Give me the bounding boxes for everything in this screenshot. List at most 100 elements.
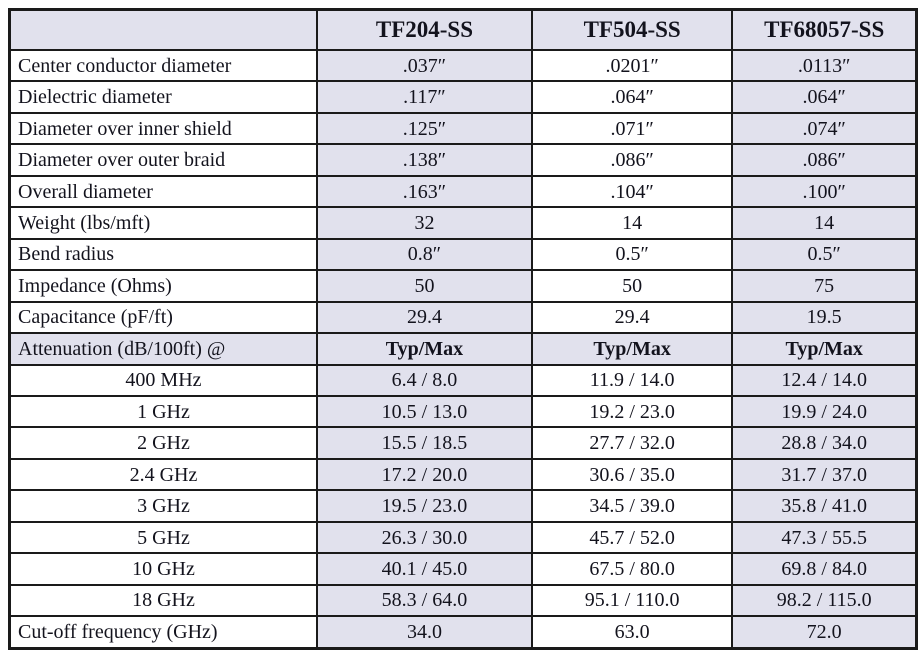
- cell: 40.1 / 45.0: [315, 552, 533, 586]
- attenuation-header-row: Attenuation (dB/100ft) @ Typ/Max Typ/Max…: [8, 332, 918, 366]
- cell: .086″: [731, 143, 918, 177]
- cell: 0.5″: [731, 237, 918, 272]
- cell: 29.4: [315, 300, 533, 335]
- cell: .117″: [315, 80, 533, 114]
- cell: 27.7 / 32.0: [530, 426, 734, 460]
- table-row: 400 MHz 6.4 / 8.0 11.9 / 14.0 12.4 / 14.…: [8, 363, 918, 397]
- table-row: 10 GHz 40.1 / 45.0 67.5 / 80.0 69.8 / 84…: [8, 552, 918, 586]
- cell: .064″: [530, 80, 734, 114]
- cell: .071″: [530, 111, 734, 146]
- row-label: Diameter over inner shield: [8, 111, 318, 146]
- cell: 19.5 / 23.0: [315, 489, 533, 523]
- row-label: Dielectric diameter: [8, 80, 318, 114]
- table-row: Center conductor diameter .037″ .0201″ .…: [8, 48, 918, 83]
- column-header-tf68057: TF68057-SS: [731, 8, 918, 51]
- cell: 50: [530, 269, 734, 303]
- row-label: Overall diameter: [8, 174, 318, 209]
- row-label: Capacitance (pF/ft): [8, 300, 318, 335]
- cell: .037″: [315, 48, 533, 83]
- row-label: Center conductor diameter: [8, 48, 318, 83]
- cell: 17.2 / 20.0: [315, 457, 533, 492]
- cell: 47.3 / 55.5: [731, 520, 918, 555]
- table-row: Impedance (Ohms) 50 50 75: [8, 269, 918, 303]
- cell: 28.8 / 34.0: [731, 426, 918, 460]
- cell: 19.5: [731, 300, 918, 335]
- cell: 50: [315, 269, 533, 303]
- table-row: 2 GHz 15.5 / 18.5 27.7 / 32.0 28.8 / 34.…: [8, 426, 918, 460]
- typ-max-header: Typ/Max: [315, 332, 533, 366]
- column-header-tf204: TF204-SS: [315, 8, 533, 51]
- cell: 30.6 / 35.0: [530, 457, 734, 492]
- frequency-label: 2.4 GHz: [8, 457, 318, 492]
- cell: 12.4 / 14.0: [731, 363, 918, 397]
- cell: 34.0: [315, 615, 533, 650]
- typ-max-header: Typ/Max: [530, 332, 734, 366]
- frequency-label: 5 GHz: [8, 520, 318, 555]
- cell: 0.8″: [315, 237, 533, 272]
- frequency-label: 2 GHz: [8, 426, 318, 460]
- frequency-label: 18 GHz: [8, 583, 318, 618]
- cell: .104″: [530, 174, 734, 209]
- cell: 10.5 / 13.0: [315, 394, 533, 429]
- row-label: Cut-off frequency (GHz): [8, 615, 318, 650]
- table-row: Diameter over outer braid .138″ .086″ .0…: [8, 143, 918, 177]
- column-header-tf504: TF504-SS: [530, 8, 734, 51]
- cell: 34.5 / 39.0: [530, 489, 734, 523]
- cutoff-row: Cut-off frequency (GHz) 34.0 63.0 72.0: [8, 615, 918, 650]
- table-row: 1 GHz 10.5 / 13.0 19.2 / 23.0 19.9 / 24.…: [8, 394, 918, 429]
- table-row: Capacitance (pF/ft) 29.4 29.4 19.5: [8, 300, 918, 335]
- cell: .064″: [731, 80, 918, 114]
- cell: 58.3 / 64.0: [315, 583, 533, 618]
- cell: .125″: [315, 111, 533, 146]
- cell: .138″: [315, 143, 533, 177]
- cell: 35.8 / 41.0: [731, 489, 918, 523]
- cell: .163″: [315, 174, 533, 209]
- frequency-label: 400 MHz: [8, 363, 318, 397]
- table-row: Bend radius 0.8″ 0.5″ 0.5″: [8, 237, 918, 272]
- table-row: 5 GHz 26.3 / 30.0 45.7 / 52.0 47.3 / 55.…: [8, 520, 918, 555]
- cell: 75: [731, 269, 918, 303]
- row-label: Impedance (Ohms): [8, 269, 318, 303]
- cell: 19.2 / 23.0: [530, 394, 734, 429]
- header-row: TF204-SS TF504-SS TF68057-SS: [8, 8, 918, 51]
- cell: 19.9 / 24.0: [731, 394, 918, 429]
- cell: 67.5 / 80.0: [530, 552, 734, 586]
- cell: 69.8 / 84.0: [731, 552, 918, 586]
- table-row: Diameter over inner shield .125″ .071″ .…: [8, 111, 918, 146]
- cell: .074″: [731, 111, 918, 146]
- table-row: 3 GHz 19.5 / 23.0 34.5 / 39.0 35.8 / 41.…: [8, 489, 918, 523]
- cell: 45.7 / 52.0: [530, 520, 734, 555]
- row-label: Bend radius: [8, 237, 318, 272]
- cell: 95.1 / 110.0: [530, 583, 734, 618]
- typ-max-header: Typ/Max: [731, 332, 918, 366]
- cable-spec-table: TF204-SS TF504-SS TF68057-SS Center cond…: [8, 8, 918, 650]
- cell: 32: [315, 206, 533, 240]
- cell: 26.3 / 30.0: [315, 520, 533, 555]
- frequency-label: 10 GHz: [8, 552, 318, 586]
- table-row: Dielectric diameter .117″ .064″ .064″: [8, 80, 918, 114]
- table-row: Overall diameter .163″ .104″ .100″: [8, 174, 918, 209]
- cell: 29.4: [530, 300, 734, 335]
- table-row: 2.4 GHz 17.2 / 20.0 30.6 / 35.0 31.7 / 3…: [8, 457, 918, 492]
- cell: 0.5″: [530, 237, 734, 272]
- cell: 31.7 / 37.0: [731, 457, 918, 492]
- cell: .0113″: [731, 48, 918, 83]
- cell: 6.4 / 8.0: [315, 363, 533, 397]
- frequency-label: 1 GHz: [8, 394, 318, 429]
- cell: 11.9 / 14.0: [530, 363, 734, 397]
- table-row: Weight (lbs/mft) 32 14 14: [8, 206, 918, 240]
- cell: 63.0: [530, 615, 734, 650]
- cell: 98.2 / 115.0: [731, 583, 918, 618]
- cell: .0201″: [530, 48, 734, 83]
- cell: .086″: [530, 143, 734, 177]
- cell: 14: [530, 206, 734, 240]
- cell: .100″: [731, 174, 918, 209]
- cell: 14: [731, 206, 918, 240]
- attenuation-section-label: Attenuation (dB/100ft) @: [8, 332, 318, 366]
- cell: 15.5 / 18.5: [315, 426, 533, 460]
- cell: 72.0: [731, 615, 918, 650]
- row-label: Diameter over outer braid: [8, 143, 318, 177]
- table-row: 18 GHz 58.3 / 64.0 95.1 / 110.0 98.2 / 1…: [8, 583, 918, 618]
- corner-cell: [8, 8, 318, 51]
